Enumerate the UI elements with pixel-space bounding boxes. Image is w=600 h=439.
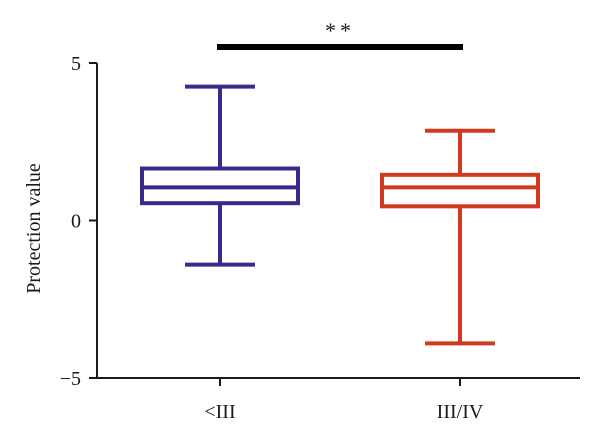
iqr-box bbox=[380, 172, 540, 209]
box-group bbox=[380, 128, 540, 346]
x-ticks: <III III/IV bbox=[204, 378, 484, 423]
significance-label: ** bbox=[325, 18, 355, 43]
boxes bbox=[140, 84, 540, 346]
y-tick-label: 0 bbox=[71, 211, 81, 233]
box-group bbox=[140, 84, 300, 267]
x-category-label: III/IV bbox=[437, 401, 484, 423]
y-axis-title: Protection value bbox=[23, 163, 45, 294]
axes bbox=[96, 63, 580, 379]
y-tick-label: −5 bbox=[60, 368, 81, 390]
y-tick-label: 5 bbox=[71, 53, 81, 75]
y-ticks: 5 0 −5 bbox=[60, 53, 97, 390]
x-category-label: <III bbox=[204, 401, 235, 423]
significance-annotation: ** bbox=[217, 18, 463, 50]
